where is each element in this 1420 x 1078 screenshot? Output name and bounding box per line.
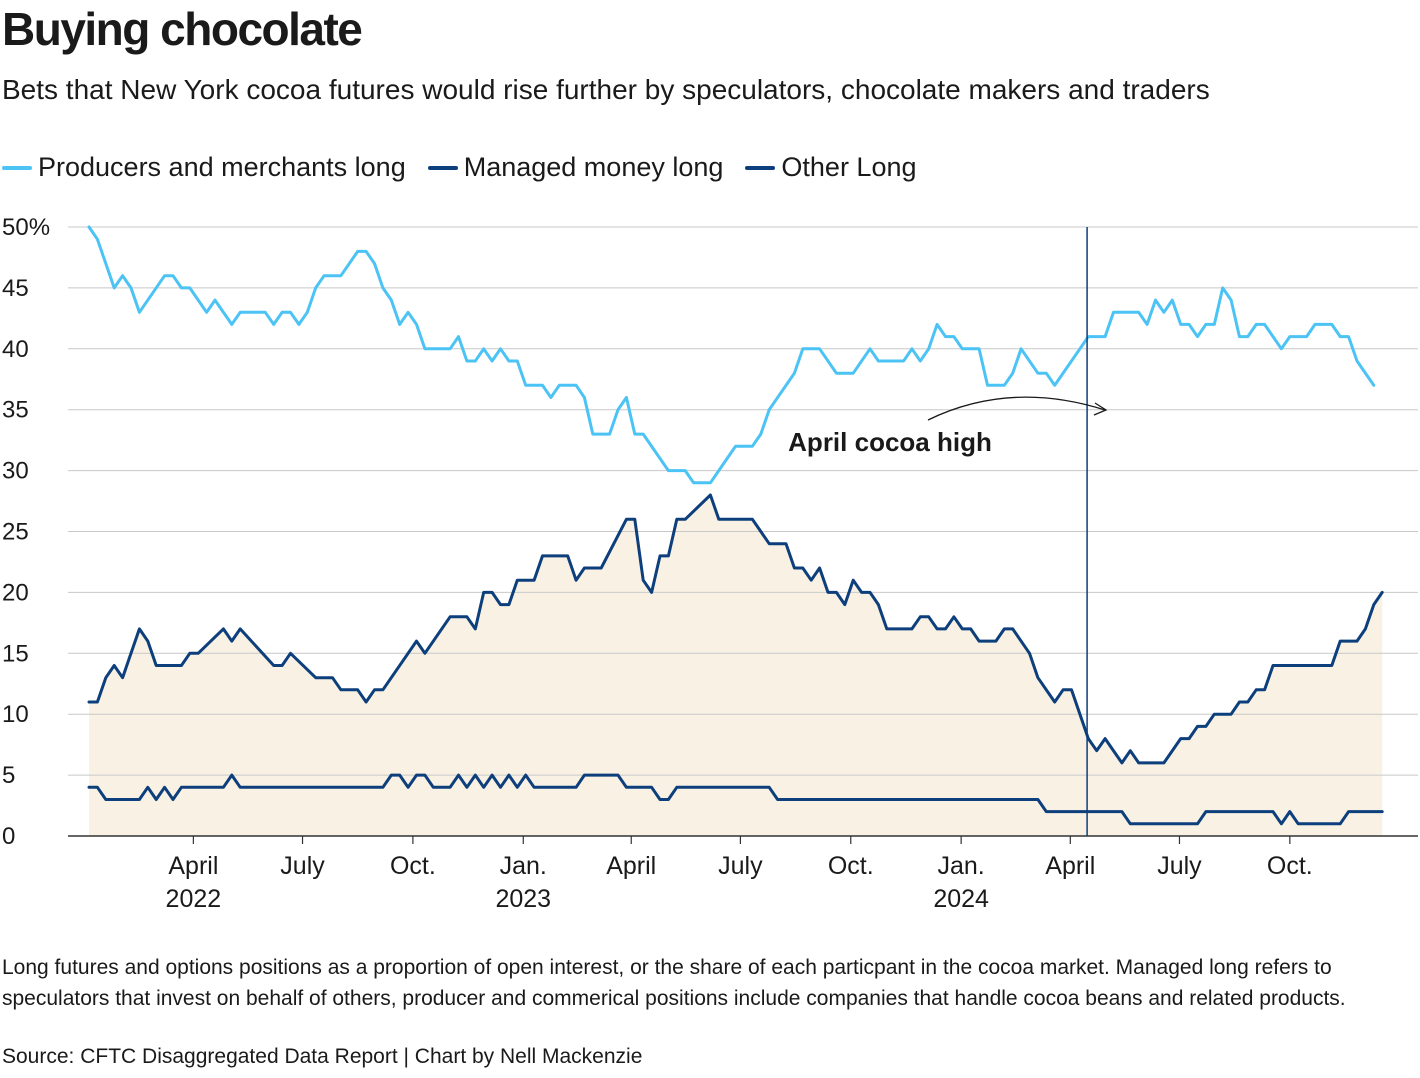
chart-subtitle: Bets that New York cocoa futures would r… bbox=[2, 74, 1210, 105]
x-tick-label: Oct. bbox=[390, 852, 436, 880]
legend-label-other-long: Other Long bbox=[781, 152, 917, 182]
x-tick-label: July bbox=[718, 852, 763, 880]
x-year-label: 2024 bbox=[933, 885, 989, 913]
y-tick-label: 45 bbox=[2, 275, 29, 302]
grid-layer bbox=[68, 226, 1418, 844]
x-year-label: 2023 bbox=[495, 885, 551, 913]
y-tick-label: 5 bbox=[2, 762, 15, 789]
label-layer: 0 5 10 15 20 25 30 35 40 45 50% April 2022 July Oct. Ja… bbox=[2, 214, 1313, 913]
managed-money-long-line bbox=[87, 493, 1384, 765]
series-layer bbox=[87, 225, 1384, 836]
x-tick-label: April bbox=[168, 852, 218, 880]
y-tick-label: 10 bbox=[2, 701, 29, 728]
y-tick-label: 35 bbox=[2, 397, 29, 424]
legend-label-producers: Producers and merchants long bbox=[38, 152, 406, 182]
legend-swatch-other-long bbox=[745, 165, 776, 170]
y-tick-label: 20 bbox=[2, 579, 29, 606]
legend-item-other-long: Other Long bbox=[745, 152, 917, 183]
x-tick-label: Oct. bbox=[828, 852, 874, 880]
y-tick-label: 50% bbox=[2, 214, 50, 241]
x-tick-label: April bbox=[1045, 852, 1095, 880]
producers-merchants-long-line bbox=[87, 225, 1376, 485]
x-tick-label: April bbox=[606, 852, 656, 880]
x-tick-label: Jan. bbox=[938, 852, 985, 880]
legend-item-managed-money: Managed money long bbox=[427, 152, 724, 183]
other-long-line bbox=[87, 773, 1384, 826]
y-tick-label: 25 bbox=[2, 519, 29, 546]
annotation-arrow bbox=[927, 396, 1106, 421]
legend-label-managed-money: Managed money long bbox=[463, 152, 724, 182]
y-tick-label: 30 bbox=[2, 458, 29, 485]
legend: Producers and merchants long Managed mon… bbox=[2, 152, 939, 183]
x-tick-label: July bbox=[280, 852, 325, 880]
line-chart: 0 5 10 15 20 25 30 35 40 45 50% April 2022 July Oct. Ja… bbox=[2, 214, 1418, 913]
chart-note: Long futures and options positions as a … bbox=[2, 956, 1346, 1010]
legend-swatch-managed-money bbox=[427, 165, 458, 170]
y-tick-label: 0 bbox=[2, 823, 15, 850]
legend-item-producers: Producers and merchants long bbox=[2, 152, 406, 183]
annotation-arrowhead bbox=[1093, 402, 1108, 416]
x-tick-label: Oct. bbox=[1267, 852, 1313, 880]
y-tick-label: 40 bbox=[2, 336, 29, 363]
annotation-label: April cocoa high bbox=[788, 427, 992, 457]
x-tick-label: Jan. bbox=[500, 852, 547, 880]
x-year-label: 2022 bbox=[166, 885, 222, 913]
managed-money-area-fill bbox=[89, 495, 1383, 836]
chart-source: Source: CFTC Disaggregated Data Report |… bbox=[2, 1045, 643, 1068]
x-tick-label: July bbox=[1157, 852, 1202, 880]
y-tick-label: 15 bbox=[2, 640, 29, 667]
legend-swatch-producers bbox=[2, 165, 32, 170]
chart-title: Buying chocolate bbox=[2, 3, 363, 55]
area-fill-layer bbox=[89, 495, 1383, 836]
